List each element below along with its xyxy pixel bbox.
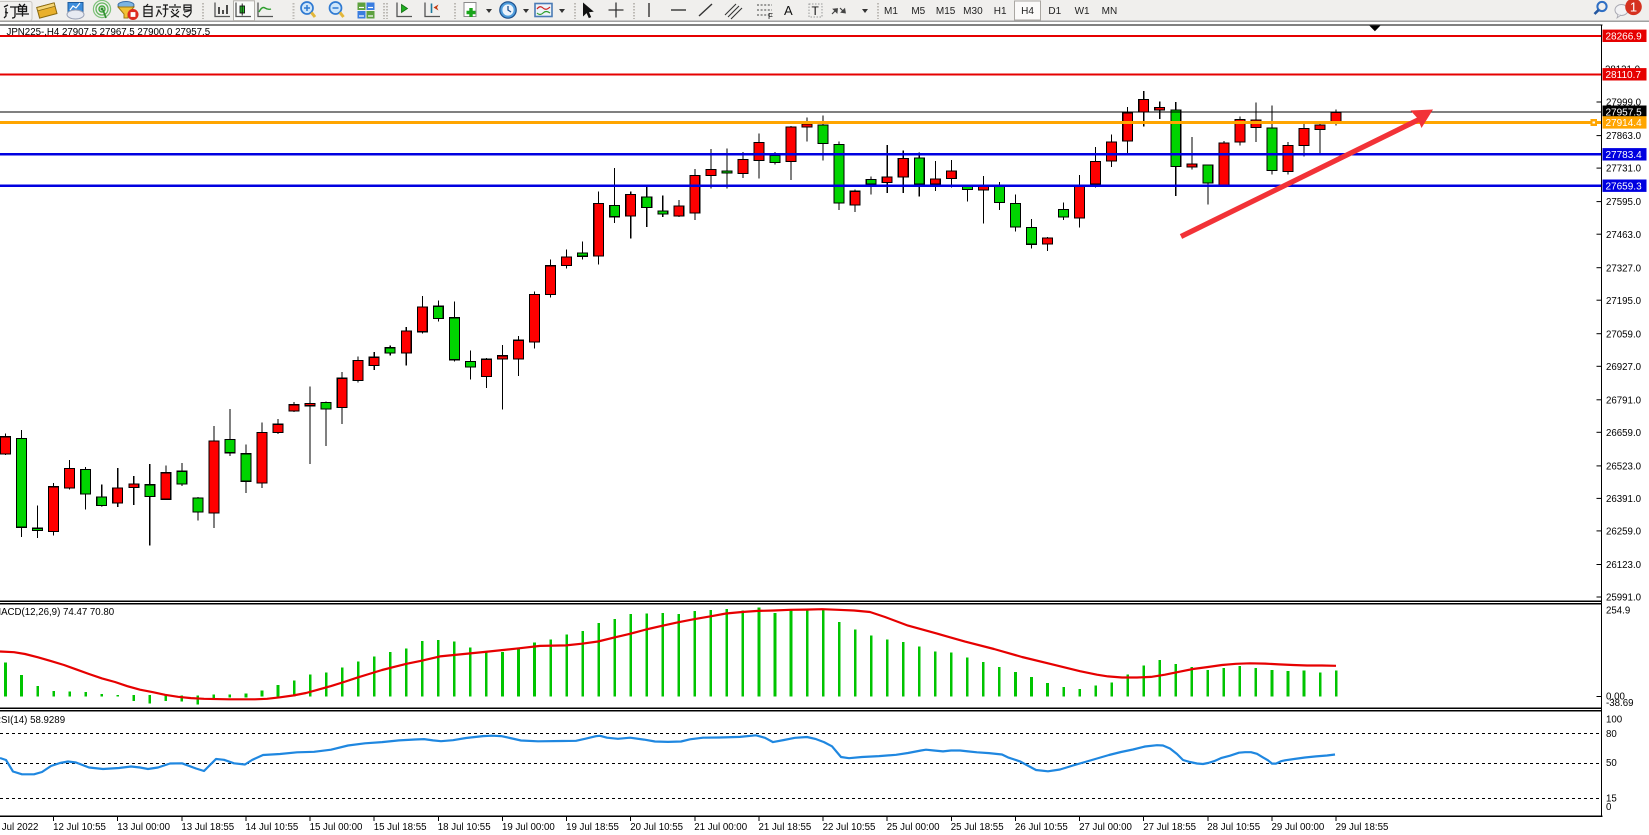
svg-text:27783.4: 27783.4 [1606, 150, 1643, 161]
svg-text:H1: H1 [994, 6, 1007, 17]
svg-text:26123.0: 26123.0 [1606, 560, 1642, 571]
svg-text:21 Jul 00:00: 21 Jul 00:00 [694, 822, 747, 833]
svg-text:1: 1 [1630, 0, 1637, 14]
svg-text:27863.0: 27863.0 [1606, 131, 1642, 142]
svg-text:19 Jul 00:00: 19 Jul 00:00 [502, 822, 555, 833]
svg-text:22 Jul 10:55: 22 Jul 10:55 [823, 822, 876, 833]
svg-text:26259.0: 26259.0 [1606, 527, 1642, 538]
svg-text:50: 50 [1606, 758, 1617, 769]
svg-text:26523.0: 26523.0 [1606, 462, 1642, 473]
svg-text:M15: M15 [936, 6, 956, 17]
svg-text:MACD(12,26,9) 74.47 70.80: MACD(12,26,9) 74.47 70.80 [0, 607, 115, 618]
svg-text:26659.0: 26659.0 [1606, 428, 1642, 439]
svg-text:0: 0 [1606, 802, 1612, 813]
svg-text:15: 15 [1606, 794, 1617, 805]
svg-text:80: 80 [1606, 729, 1617, 740]
svg-text:A: A [784, 3, 793, 18]
svg-text:21 Jul 18:55: 21 Jul 18:55 [759, 822, 812, 833]
svg-text:27463.0: 27463.0 [1606, 230, 1642, 241]
svg-text:26927.0: 26927.0 [1606, 362, 1642, 373]
svg-text:28110.7: 28110.7 [1606, 70, 1642, 81]
svg-text:28266.9: 28266.9 [1606, 32, 1643, 43]
svg-text:MN: MN [1102, 6, 1118, 17]
svg-text:19 Jul 18:55: 19 Jul 18:55 [566, 822, 619, 833]
svg-text:0.00: 0.00 [1606, 692, 1625, 703]
svg-text:25 Jul 00:00: 25 Jul 00:00 [887, 822, 940, 833]
svg-text:27999.0: 27999.0 [1606, 98, 1642, 109]
svg-text:JPN225-,H4 27907.5 27967.5 27: JPN225-,H4 27907.5 27967.5 27900.0 27957… [7, 27, 211, 38]
svg-text:D1: D1 [1048, 6, 1061, 17]
svg-text:-38.69: -38.69 [1606, 698, 1633, 709]
svg-text:27327.0: 27327.0 [1606, 263, 1642, 274]
svg-text:12 Jul 10:55: 12 Jul 10:55 [53, 822, 106, 833]
svg-text:26391.0: 26391.0 [1606, 494, 1642, 505]
svg-text:26791.0: 26791.0 [1606, 395, 1642, 406]
svg-text:15 Jul 18:55: 15 Jul 18:55 [374, 822, 427, 833]
svg-text:H4: H4 [1021, 6, 1034, 17]
svg-text:27 Jul 18:55: 27 Jul 18:55 [1143, 822, 1196, 833]
svg-text:27195.0: 27195.0 [1606, 296, 1642, 307]
svg-text:M30: M30 [963, 6, 983, 17]
svg-text:F: F [768, 12, 773, 21]
svg-text:M5: M5 [911, 6, 925, 17]
svg-text:25 Jul 18:55: 25 Jul 18:55 [951, 822, 1004, 833]
svg-text:27 Jul 00:00: 27 Jul 00:00 [1079, 822, 1132, 833]
svg-text:27957.5: 27957.5 [1606, 107, 1643, 118]
svg-text:11 Jul 2022: 11 Jul 2022 [0, 822, 38, 833]
svg-text:27059.0: 27059.0 [1606, 329, 1642, 340]
svg-text:100: 100 [1606, 715, 1623, 726]
svg-text:29 Jul 18:55: 29 Jul 18:55 [1336, 822, 1389, 833]
svg-text:T: T [812, 4, 820, 18]
svg-text:18 Jul 10:55: 18 Jul 10:55 [438, 822, 491, 833]
svg-text:26 Jul 10:55: 26 Jul 10:55 [1015, 822, 1068, 833]
svg-text:13 Jul 18:55: 13 Jul 18:55 [181, 822, 234, 833]
svg-text:29 Jul 00:00: 29 Jul 00:00 [1272, 822, 1325, 833]
svg-text:13 Jul 00:00: 13 Jul 00:00 [117, 822, 170, 833]
svg-text:RSI(14) 58.9289: RSI(14) 58.9289 [0, 715, 65, 726]
svg-text:28 Jul 10:55: 28 Jul 10:55 [1207, 822, 1260, 833]
svg-text:27731.0: 27731.0 [1606, 164, 1642, 175]
svg-text:W1: W1 [1075, 6, 1090, 17]
svg-text:25991.0: 25991.0 [1606, 593, 1642, 604]
svg-text:27595.0: 27595.0 [1606, 197, 1642, 208]
svg-text:254.9: 254.9 [1606, 606, 1630, 617]
svg-text:20 Jul 10:55: 20 Jul 10:55 [630, 822, 683, 833]
svg-text:27659.3: 27659.3 [1606, 181, 1643, 192]
svg-text:14 Jul 10:55: 14 Jul 10:55 [246, 822, 299, 833]
svg-text:M1: M1 [884, 6, 898, 17]
svg-text:27914.4: 27914.4 [1606, 118, 1643, 129]
svg-text:15 Jul 00:00: 15 Jul 00:00 [310, 822, 363, 833]
